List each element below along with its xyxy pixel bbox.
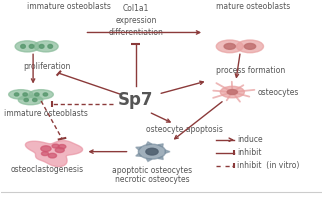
Ellipse shape (146, 148, 158, 155)
Ellipse shape (23, 93, 27, 96)
Polygon shape (146, 158, 152, 161)
Text: osteoclastogenesis: osteoclastogenesis (11, 165, 84, 174)
Text: process formation: process formation (216, 66, 286, 75)
Polygon shape (158, 144, 163, 147)
Ellipse shape (216, 40, 243, 53)
Ellipse shape (18, 95, 43, 105)
Ellipse shape (9, 90, 33, 99)
Ellipse shape (48, 44, 53, 48)
Ellipse shape (15, 41, 39, 52)
Ellipse shape (224, 43, 235, 49)
Ellipse shape (15, 93, 19, 96)
Text: expression: expression (115, 16, 157, 25)
Text: inhibit: inhibit (237, 148, 262, 157)
Ellipse shape (220, 86, 245, 98)
Text: necrotic osteocytes: necrotic osteocytes (115, 175, 189, 184)
Ellipse shape (244, 43, 256, 49)
Text: induce: induce (237, 135, 263, 144)
Text: immature osteoblasts: immature osteoblasts (27, 2, 110, 11)
Ellipse shape (52, 144, 59, 148)
Text: osteocyte apoptosis: osteocyte apoptosis (146, 125, 223, 134)
Text: Col1a1: Col1a1 (123, 4, 149, 13)
Ellipse shape (35, 93, 39, 96)
Text: inhibit  (in vitro): inhibit (in vitro) (237, 161, 299, 170)
Ellipse shape (21, 44, 26, 48)
Ellipse shape (34, 41, 58, 52)
Ellipse shape (48, 153, 57, 158)
Text: apoptotic osteocytes: apoptotic osteocytes (112, 166, 192, 175)
Ellipse shape (33, 98, 37, 102)
Ellipse shape (29, 90, 53, 99)
Text: Sp7: Sp7 (118, 91, 154, 109)
Ellipse shape (24, 98, 28, 102)
Ellipse shape (236, 40, 264, 53)
Text: immature osteoblasts: immature osteoblasts (4, 109, 88, 118)
Ellipse shape (58, 145, 66, 149)
Ellipse shape (29, 44, 34, 48)
Text: differentiation: differentiation (109, 28, 163, 37)
Polygon shape (158, 156, 163, 159)
Text: osteocytes: osteocytes (258, 88, 299, 97)
Polygon shape (26, 141, 83, 167)
Polygon shape (136, 147, 141, 150)
Ellipse shape (55, 148, 64, 153)
Text: mature osteoblasts: mature osteoblasts (216, 2, 290, 11)
Polygon shape (146, 142, 152, 145)
Ellipse shape (227, 90, 237, 95)
Text: proliferation: proliferation (24, 62, 71, 71)
Ellipse shape (41, 152, 48, 156)
Ellipse shape (138, 144, 166, 159)
Ellipse shape (43, 93, 47, 96)
Ellipse shape (39, 44, 44, 48)
Polygon shape (136, 153, 141, 156)
Polygon shape (165, 150, 170, 153)
Ellipse shape (41, 146, 51, 152)
